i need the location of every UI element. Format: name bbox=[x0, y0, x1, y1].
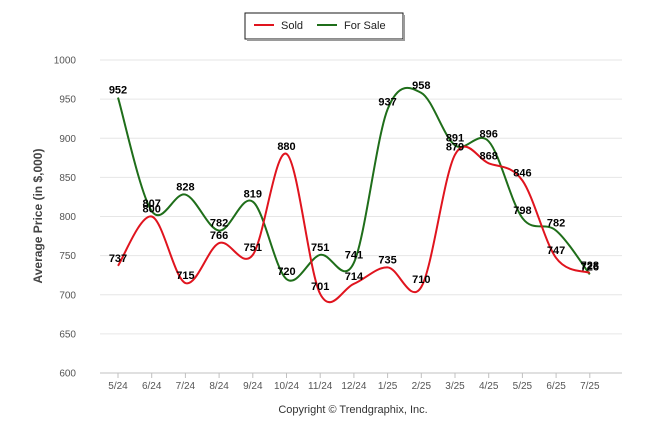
x-tick-label: 6/24 bbox=[142, 381, 162, 392]
data-label-for-sale: 937 bbox=[378, 96, 396, 108]
data-label-sold: 846 bbox=[513, 168, 531, 180]
data-label-for-sale: 751 bbox=[311, 242, 329, 254]
x-tick-label: 9/24 bbox=[243, 381, 263, 392]
legend: Sold For Sale bbox=[244, 12, 405, 41]
y-tick-label: 800 bbox=[59, 212, 76, 223]
x-tick-label: 5/25 bbox=[513, 381, 533, 392]
data-label-sold: 751 bbox=[244, 242, 262, 254]
y-tick-label: 900 bbox=[59, 134, 76, 145]
data-label-for-sale: 798 bbox=[513, 205, 531, 217]
data-label-sold: 868 bbox=[480, 150, 498, 162]
data-label-for-sale: 741 bbox=[345, 250, 363, 262]
x-tick-label: 12/24 bbox=[341, 381, 366, 392]
data-label-for-sale: 807 bbox=[143, 198, 161, 210]
data-label-for-sale: 726 bbox=[581, 261, 599, 273]
legend-for-sale-label: For Sale bbox=[344, 20, 386, 32]
data-label-for-sale: 828 bbox=[176, 182, 194, 194]
y-tick-label: 650 bbox=[59, 329, 76, 340]
data-label-sold: 879 bbox=[446, 142, 464, 154]
series-line-for-sale bbox=[117, 86, 591, 282]
series-line-sold bbox=[117, 145, 591, 303]
series-lines bbox=[117, 86, 591, 303]
y-tick-label: 700 bbox=[59, 290, 76, 301]
data-label-sold: 715 bbox=[176, 270, 194, 282]
x-tick-label: 3/25 bbox=[445, 381, 465, 392]
data-label-for-sale: 819 bbox=[244, 189, 262, 201]
x-tick-label: 4/25 bbox=[479, 381, 499, 392]
x-tick-label: 10/24 bbox=[274, 381, 299, 392]
x-tick-label: 11/24 bbox=[308, 381, 333, 392]
y-tick-label: 600 bbox=[59, 369, 76, 380]
data-label-for-sale: 782 bbox=[547, 218, 565, 230]
y-tick-label: 850 bbox=[59, 173, 76, 184]
y-tick-label: 750 bbox=[59, 251, 76, 262]
x-tick-label: 7/24 bbox=[176, 381, 196, 392]
legend-sold-label: Sold bbox=[281, 20, 303, 32]
x-tick-label: 5/24 bbox=[108, 381, 128, 392]
x-tick-label: 8/24 bbox=[209, 381, 229, 392]
x-axis-ticks: 5/24 6/24 7/24 8/24 9/24 10/24 11/24 12/24 1/25 2… bbox=[108, 373, 600, 392]
y-axis-label: Average Price (in $,000) bbox=[31, 149, 45, 284]
x-tick-label: 7/25 bbox=[580, 381, 600, 392]
data-label-for-sale: 896 bbox=[480, 128, 498, 140]
y-axis-ticks: 600 650 700 750 800 850 900 950 1000 bbox=[54, 56, 77, 380]
data-label-sold: 735 bbox=[378, 254, 396, 266]
data-label-sold: 766 bbox=[210, 230, 228, 242]
data-label-for-sale: 782 bbox=[210, 218, 228, 230]
y-tick-label: 950 bbox=[59, 95, 76, 106]
data-label-sold: 747 bbox=[547, 245, 565, 257]
data-label-sold: 728 bbox=[581, 260, 599, 272]
data-label-sold: 710 bbox=[412, 274, 430, 286]
copyright-text: Copyright © Trendgraphix, Inc. bbox=[278, 404, 427, 416]
data-label-for-sale: 958 bbox=[412, 80, 430, 92]
x-tick-label: 1/25 bbox=[378, 381, 398, 392]
grid-lines bbox=[100, 59, 622, 335]
data-label-sold: 737 bbox=[109, 253, 127, 265]
data-label-for-sale: 952 bbox=[109, 85, 127, 97]
data-labels: 952 807 828 782 819 720 751 741 937 958 891 896 798 7… bbox=[109, 80, 599, 293]
x-tick-label: 2/25 bbox=[412, 381, 432, 392]
data-label-sold: 800 bbox=[143, 204, 161, 216]
data-label-sold: 701 bbox=[311, 281, 329, 293]
data-label-sold: 880 bbox=[277, 141, 295, 153]
data-label-sold: 714 bbox=[345, 271, 364, 283]
x-tick-label: 6/25 bbox=[546, 381, 566, 392]
y-tick-label: 1000 bbox=[54, 56, 77, 67]
data-label-for-sale: 891 bbox=[446, 132, 464, 144]
data-label-for-sale: 720 bbox=[277, 266, 295, 278]
